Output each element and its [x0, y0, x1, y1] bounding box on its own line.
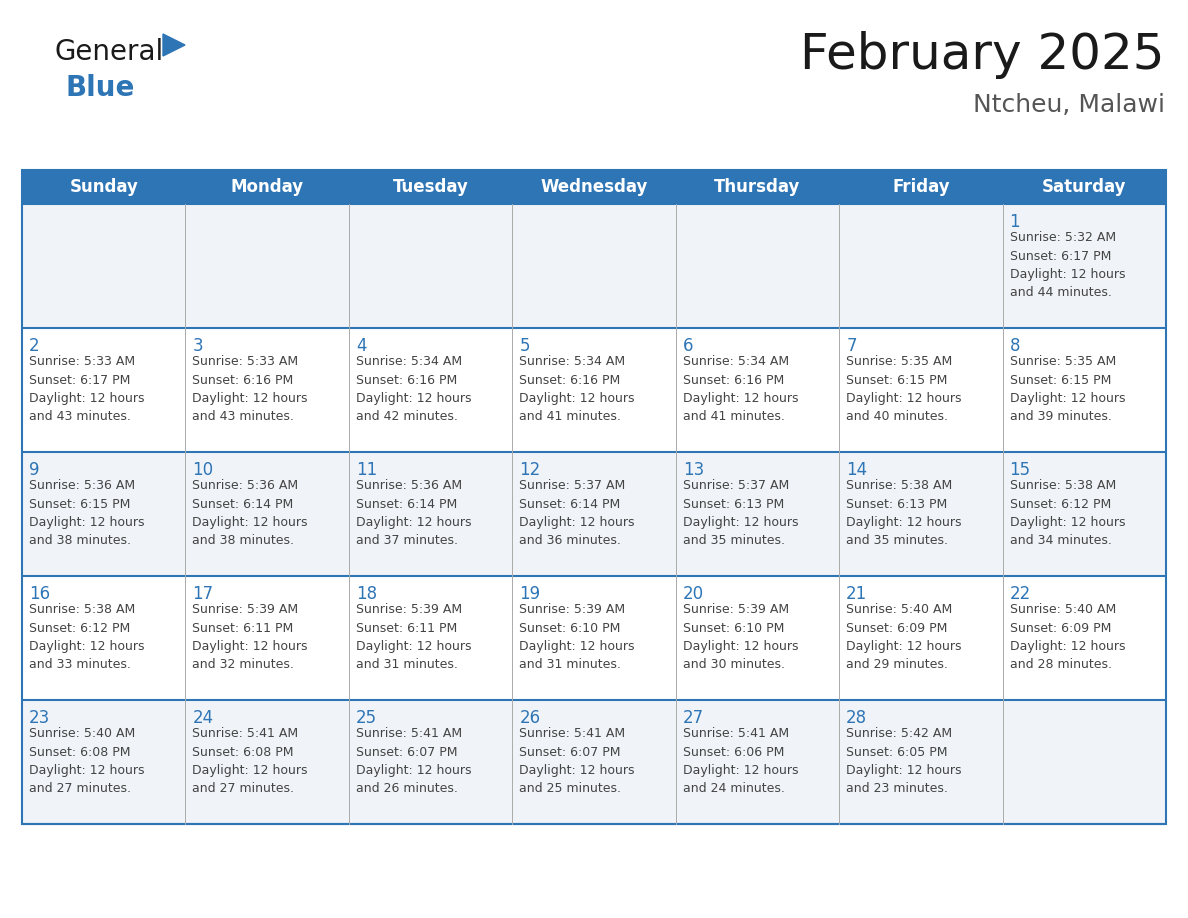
Text: Sunrise: 5:34 AM
Sunset: 6:16 PM
Daylight: 12 hours
and 41 minutes.: Sunrise: 5:34 AM Sunset: 6:16 PM Dayligh… [683, 355, 798, 423]
Text: Sunrise: 5:33 AM
Sunset: 6:16 PM
Daylight: 12 hours
and 43 minutes.: Sunrise: 5:33 AM Sunset: 6:16 PM Dayligh… [192, 355, 308, 423]
Text: Sunrise: 5:39 AM
Sunset: 6:10 PM
Daylight: 12 hours
and 30 minutes.: Sunrise: 5:39 AM Sunset: 6:10 PM Dayligh… [683, 603, 798, 671]
Bar [23, 700, 1165, 824]
Text: 17: 17 [192, 585, 214, 603]
Bar [23, 328, 1165, 452]
Text: Wednesday: Wednesday [541, 178, 647, 196]
Text: Sunrise: 5:36 AM
Sunset: 6:14 PM
Daylight: 12 hours
and 38 minutes.: Sunrise: 5:36 AM Sunset: 6:14 PM Dayligh… [192, 479, 308, 547]
Text: Sunrise: 5:34 AM
Sunset: 6:16 PM
Daylight: 12 hours
and 41 minutes.: Sunrise: 5:34 AM Sunset: 6:16 PM Dayligh… [519, 355, 634, 423]
Text: 18: 18 [356, 585, 377, 603]
Bar [23, 204, 1165, 328]
Bar [23, 452, 1165, 576]
Text: 3: 3 [192, 337, 203, 355]
Text: Blue: Blue [65, 74, 134, 102]
Text: Sunrise: 5:41 AM
Sunset: 6:06 PM
Daylight: 12 hours
and 24 minutes.: Sunrise: 5:41 AM Sunset: 6:06 PM Dayligh… [683, 727, 798, 796]
Text: 5: 5 [519, 337, 530, 355]
Text: 12: 12 [519, 461, 541, 479]
Text: 4: 4 [356, 337, 366, 355]
Text: Sunrise: 5:40 AM
Sunset: 6:09 PM
Daylight: 12 hours
and 29 minutes.: Sunrise: 5:40 AM Sunset: 6:09 PM Dayligh… [846, 603, 961, 671]
Text: Sunrise: 5:39 AM
Sunset: 6:11 PM
Daylight: 12 hours
and 31 minutes.: Sunrise: 5:39 AM Sunset: 6:11 PM Dayligh… [356, 603, 472, 671]
Text: Sunrise: 5:36 AM
Sunset: 6:14 PM
Daylight: 12 hours
and 37 minutes.: Sunrise: 5:36 AM Sunset: 6:14 PM Dayligh… [356, 479, 472, 547]
Text: Sunrise: 5:32 AM
Sunset: 6:17 PM
Daylight: 12 hours
and 44 minutes.: Sunrise: 5:32 AM Sunset: 6:17 PM Dayligh… [1010, 231, 1125, 299]
Text: 1: 1 [1010, 213, 1020, 231]
Text: 16: 16 [29, 585, 50, 603]
Text: Thursday: Thursday [714, 178, 801, 196]
Text: 14: 14 [846, 461, 867, 479]
Text: Sunrise: 5:38 AM
Sunset: 6:12 PM
Daylight: 12 hours
and 33 minutes.: Sunrise: 5:38 AM Sunset: 6:12 PM Dayligh… [29, 603, 145, 671]
Text: Sunrise: 5:35 AM
Sunset: 6:15 PM
Daylight: 12 hours
and 39 minutes.: Sunrise: 5:35 AM Sunset: 6:15 PM Dayligh… [1010, 355, 1125, 423]
Text: Sunrise: 5:40 AM
Sunset: 6:09 PM
Daylight: 12 hours
and 28 minutes.: Sunrise: 5:40 AM Sunset: 6:09 PM Dayligh… [1010, 603, 1125, 671]
Text: Sunrise: 5:39 AM
Sunset: 6:11 PM
Daylight: 12 hours
and 32 minutes.: Sunrise: 5:39 AM Sunset: 6:11 PM Dayligh… [192, 603, 308, 671]
Bar [23, 170, 1165, 824]
Text: Sunrise: 5:33 AM
Sunset: 6:17 PM
Daylight: 12 hours
and 43 minutes.: Sunrise: 5:33 AM Sunset: 6:17 PM Dayligh… [29, 355, 145, 423]
Text: 6: 6 [683, 337, 694, 355]
Text: Sunrise: 5:41 AM
Sunset: 6:08 PM
Daylight: 12 hours
and 27 minutes.: Sunrise: 5:41 AM Sunset: 6:08 PM Dayligh… [192, 727, 308, 796]
Text: 19: 19 [519, 585, 541, 603]
Text: Sunrise: 5:36 AM
Sunset: 6:15 PM
Daylight: 12 hours
and 38 minutes.: Sunrise: 5:36 AM Sunset: 6:15 PM Dayligh… [29, 479, 145, 547]
Text: 13: 13 [683, 461, 704, 479]
Text: 25: 25 [356, 709, 377, 727]
Text: Ntcheu, Malawi: Ntcheu, Malawi [973, 93, 1165, 117]
Text: 7: 7 [846, 337, 857, 355]
Text: 23: 23 [29, 709, 50, 727]
Text: Sunday: Sunday [69, 178, 138, 196]
Text: 20: 20 [683, 585, 703, 603]
Text: 9: 9 [29, 461, 39, 479]
Text: 10: 10 [192, 461, 214, 479]
Text: Saturday: Saturday [1042, 178, 1126, 196]
Text: Friday: Friday [892, 178, 949, 196]
Text: 11: 11 [356, 461, 377, 479]
Text: 2: 2 [29, 337, 39, 355]
Text: Tuesday: Tuesday [392, 178, 468, 196]
Text: February 2025: February 2025 [801, 31, 1165, 79]
Text: Sunrise: 5:35 AM
Sunset: 6:15 PM
Daylight: 12 hours
and 40 minutes.: Sunrise: 5:35 AM Sunset: 6:15 PM Dayligh… [846, 355, 961, 423]
Text: Sunrise: 5:39 AM
Sunset: 6:10 PM
Daylight: 12 hours
and 31 minutes.: Sunrise: 5:39 AM Sunset: 6:10 PM Dayligh… [519, 603, 634, 671]
Text: Sunrise: 5:37 AM
Sunset: 6:14 PM
Daylight: 12 hours
and 36 minutes.: Sunrise: 5:37 AM Sunset: 6:14 PM Dayligh… [519, 479, 634, 547]
Text: Sunrise: 5:41 AM
Sunset: 6:07 PM
Daylight: 12 hours
and 26 minutes.: Sunrise: 5:41 AM Sunset: 6:07 PM Dayligh… [356, 727, 472, 796]
Text: General: General [55, 38, 164, 66]
Text: Sunrise: 5:38 AM
Sunset: 6:12 PM
Daylight: 12 hours
and 34 minutes.: Sunrise: 5:38 AM Sunset: 6:12 PM Dayligh… [1010, 479, 1125, 547]
Text: Monday: Monday [230, 178, 304, 196]
Text: Sunrise: 5:37 AM
Sunset: 6:13 PM
Daylight: 12 hours
and 35 minutes.: Sunrise: 5:37 AM Sunset: 6:13 PM Dayligh… [683, 479, 798, 547]
Text: 8: 8 [1010, 337, 1020, 355]
Polygon shape [163, 34, 185, 56]
Text: 22: 22 [1010, 585, 1031, 603]
Text: Sunrise: 5:41 AM
Sunset: 6:07 PM
Daylight: 12 hours
and 25 minutes.: Sunrise: 5:41 AM Sunset: 6:07 PM Dayligh… [519, 727, 634, 796]
Text: 26: 26 [519, 709, 541, 727]
Bar [23, 576, 1165, 700]
Text: 15: 15 [1010, 461, 1031, 479]
Text: 28: 28 [846, 709, 867, 727]
Text: 27: 27 [683, 709, 703, 727]
Text: Sunrise: 5:34 AM
Sunset: 6:16 PM
Daylight: 12 hours
and 42 minutes.: Sunrise: 5:34 AM Sunset: 6:16 PM Dayligh… [356, 355, 472, 423]
Text: 21: 21 [846, 585, 867, 603]
Bar [23, 170, 1165, 204]
Text: 24: 24 [192, 709, 214, 727]
Text: Sunrise: 5:40 AM
Sunset: 6:08 PM
Daylight: 12 hours
and 27 minutes.: Sunrise: 5:40 AM Sunset: 6:08 PM Dayligh… [29, 727, 145, 796]
Text: Sunrise: 5:42 AM
Sunset: 6:05 PM
Daylight: 12 hours
and 23 minutes.: Sunrise: 5:42 AM Sunset: 6:05 PM Dayligh… [846, 727, 961, 796]
Text: Sunrise: 5:38 AM
Sunset: 6:13 PM
Daylight: 12 hours
and 35 minutes.: Sunrise: 5:38 AM Sunset: 6:13 PM Dayligh… [846, 479, 961, 547]
